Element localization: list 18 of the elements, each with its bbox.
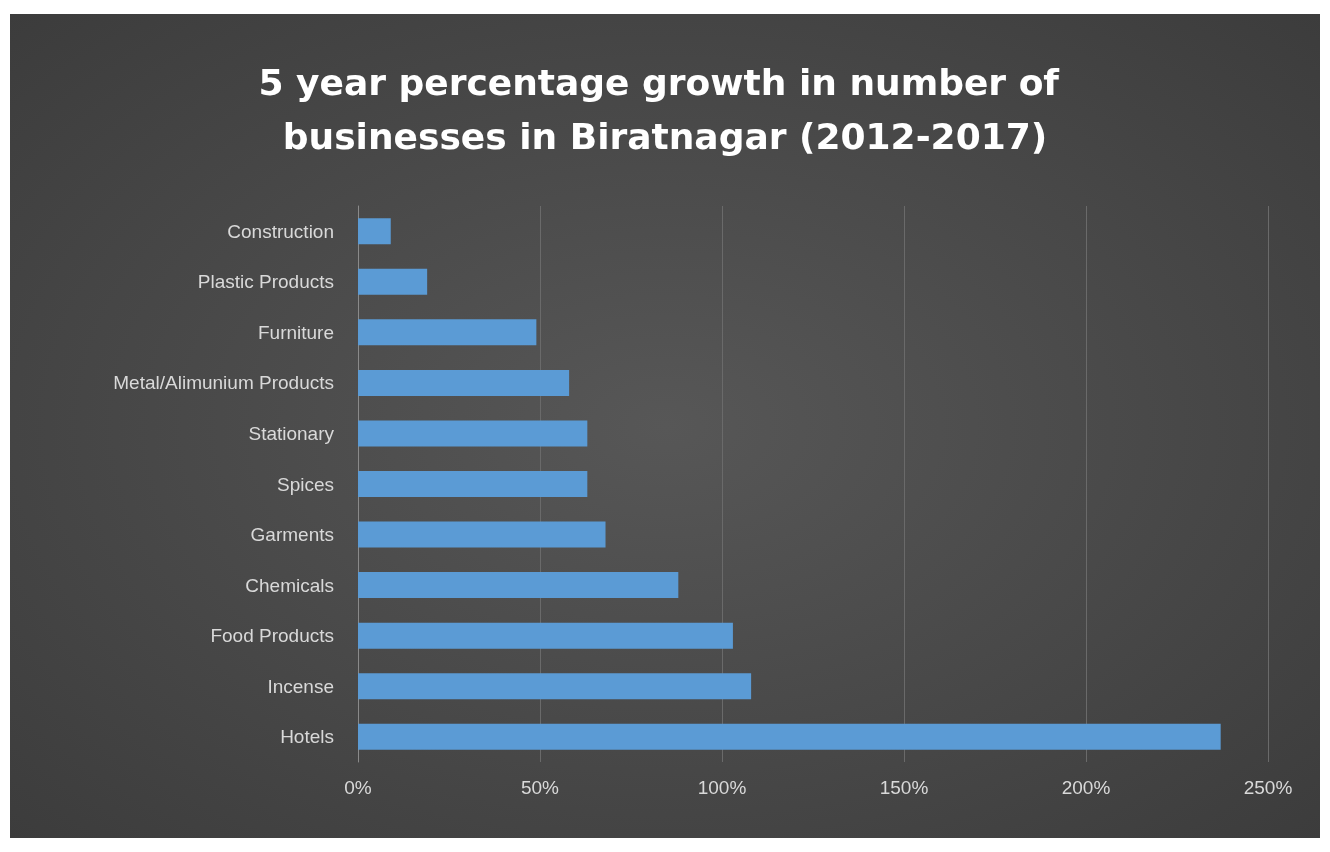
y-tick-label: Garments: [250, 524, 334, 546]
y-tick-label: Incense: [267, 675, 334, 697]
x-tick-label: 250%: [1243, 777, 1293, 798]
y-tick-label: Food Products: [210, 625, 334, 647]
x-tick-label: 50%: [520, 777, 560, 798]
x-tick-label: 150%: [879, 777, 929, 798]
y-tick-label: Plastic Products: [197, 271, 334, 293]
y-tick-label: Furniture: [257, 321, 334, 343]
y-tick-label: Stationary: [248, 422, 335, 444]
y-tick-label: Chemicals: [245, 574, 334, 596]
x-tick-label: 200%: [1061, 777, 1111, 798]
y-tick-label: Construction: [227, 220, 334, 242]
y-tick-label: Spices: [276, 473, 334, 495]
chart-title: 5 year percentage growth in number of businesses in Biratnagar (2012-2017): [258, 61, 1072, 157]
y-tick-label: Hotels: [280, 726, 334, 748]
x-tick-label: 0%: [344, 777, 372, 798]
x-tick-label: 100%: [697, 777, 747, 798]
y-tick-label: Metal/Alimunium Products: [113, 372, 334, 394]
